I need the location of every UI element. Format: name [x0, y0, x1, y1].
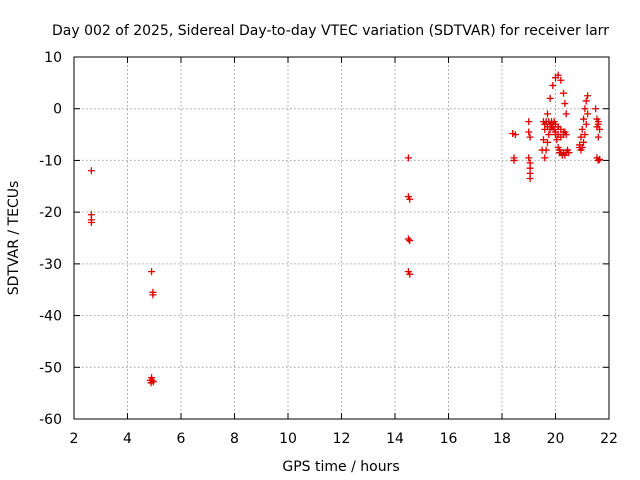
x-tick-label: 12	[333, 431, 351, 447]
y-tick-label: -20	[39, 205, 62, 221]
data-point	[149, 291, 157, 299]
y-tick-label: -10	[39, 153, 62, 169]
data-point	[584, 110, 592, 118]
data-point	[525, 118, 533, 126]
data-point	[554, 71, 562, 79]
x-tick-label: 6	[177, 431, 186, 447]
data-point	[580, 115, 588, 123]
data-point	[511, 131, 519, 139]
chart-title: Day 002 of 2025, Sidereal Day-to-day VTE…	[52, 23, 609, 39]
data-point	[541, 154, 549, 162]
x-tick-label: 10	[279, 431, 297, 447]
x-tick-label: 18	[493, 431, 511, 447]
data-point	[87, 218, 95, 226]
y-tick-label: -60	[39, 412, 62, 428]
data-point	[557, 76, 565, 84]
data-point	[594, 133, 602, 141]
data-point	[596, 155, 604, 163]
data-point	[594, 156, 602, 164]
data-point	[584, 92, 592, 100]
x-axis-label: GPS time / hours	[282, 459, 399, 475]
data-point	[87, 167, 95, 175]
data-point	[542, 146, 550, 154]
y-tick-label: -30	[39, 257, 62, 273]
data-point	[546, 94, 554, 102]
data-point	[582, 97, 590, 105]
data-point	[539, 136, 547, 144]
x-tick-label: 14	[386, 431, 404, 447]
y-axis-label: SDTVAR / TECUs	[6, 181, 22, 296]
data-point	[561, 100, 569, 108]
x-tick-label: 20	[547, 431, 565, 447]
data-point	[577, 133, 585, 141]
data-point	[580, 138, 588, 146]
x-tick-label: 4	[123, 431, 132, 447]
y-tick-label: 10	[44, 50, 62, 66]
data-point	[406, 195, 414, 203]
data-point	[549, 120, 557, 128]
x-tick-label: 8	[230, 431, 239, 447]
grid	[74, 57, 609, 419]
data-point	[556, 149, 564, 157]
y-tick-label: 0	[53, 102, 62, 118]
data-point	[593, 123, 601, 131]
data-point	[525, 154, 533, 162]
data-point	[592, 105, 600, 113]
x-tick-label: 16	[440, 431, 458, 447]
data-point	[543, 110, 551, 118]
data-point	[565, 149, 573, 157]
data-point	[510, 156, 518, 164]
data-point	[576, 144, 584, 151]
data-point	[549, 81, 557, 89]
data-point	[581, 131, 589, 139]
data-point	[406, 270, 414, 278]
data-point	[526, 175, 534, 183]
data-point	[543, 138, 551, 146]
data-point	[148, 376, 156, 384]
data-point	[404, 235, 412, 243]
data-point	[553, 136, 561, 144]
data-point	[525, 128, 533, 136]
data-point	[148, 268, 156, 276]
x-tick-labels: 2 4 6 8 10 12 14 16 18 20 22	[70, 431, 618, 447]
data-point	[582, 120, 590, 128]
data-point	[561, 128, 569, 136]
data-point	[545, 131, 553, 139]
data-points	[87, 71, 604, 387]
data-point	[404, 154, 412, 162]
x-tick-label: 2	[70, 431, 79, 447]
data-point	[406, 237, 414, 245]
plot-frame	[73, 56, 610, 420]
data-point	[526, 133, 534, 141]
y-tick-labels: -60 -50 -40 -30 -20 -10 0 10	[39, 50, 62, 428]
data-point	[560, 89, 568, 97]
data-point	[562, 110, 570, 118]
data-point	[594, 118, 602, 126]
data-point	[578, 125, 586, 133]
data-point	[554, 144, 562, 151]
x-tick-label: 22	[600, 431, 618, 447]
y-tick-label: -40	[39, 309, 62, 325]
data-point	[149, 378, 157, 386]
data-point	[581, 105, 589, 113]
y-tick-label: -50	[39, 360, 62, 376]
